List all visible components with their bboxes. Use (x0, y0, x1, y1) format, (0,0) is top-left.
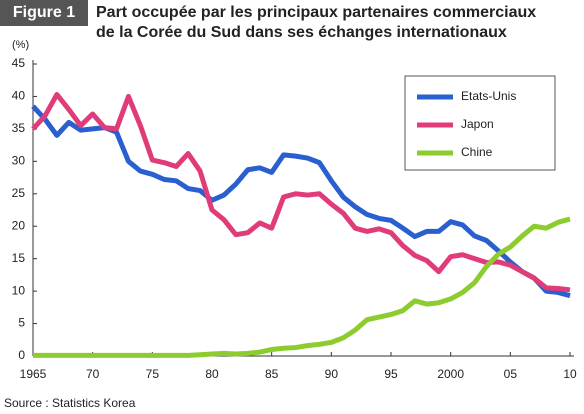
source: Source : Statistics Korea (4, 396, 136, 410)
chart-title: Part occupée par les principaux partenai… (96, 4, 536, 21)
y-tick-label: 20 (12, 218, 26, 232)
y-tick-label: 15 (12, 251, 26, 265)
chart-title: de la Corée du Sud dans ses échanges int… (96, 24, 507, 41)
y-tick-label: 45 (12, 56, 26, 70)
x-tick-label: 80 (205, 367, 219, 381)
x-tick-label: 85 (265, 367, 279, 381)
x-tick-label: 1965 (20, 367, 47, 381)
series-line (31, 91, 571, 293)
x-tick-label: 2000 (437, 367, 464, 381)
y-axis-label: (%) (12, 39, 29, 51)
x-tick-label: 95 (384, 367, 398, 381)
y-tick-label: 0 (18, 348, 25, 362)
figure-badge (0, 0, 88, 26)
legend-label: Chine (461, 145, 493, 159)
x-tick-label: 75 (146, 367, 160, 381)
legend-label: Japon (461, 117, 494, 131)
series-line (31, 104, 571, 299)
y-tick-label: 5 (18, 316, 25, 330)
x-tick-label: 90 (325, 367, 339, 381)
y-tick-label: 40 (12, 89, 26, 103)
figure-label: Figure 1 (13, 4, 75, 21)
legend-label: Etats-Unis (461, 89, 516, 103)
y-tick-label: 10 (12, 283, 26, 297)
x-tick-label: 05 (504, 367, 518, 381)
y-tick-label: 30 (12, 154, 26, 168)
x-tick-label: 10 (563, 367, 577, 381)
y-tick-label: 35 (12, 121, 26, 135)
x-tick-label: 70 (86, 367, 100, 381)
y-tick-label: 25 (12, 186, 26, 200)
series-line (33, 216, 571, 358)
